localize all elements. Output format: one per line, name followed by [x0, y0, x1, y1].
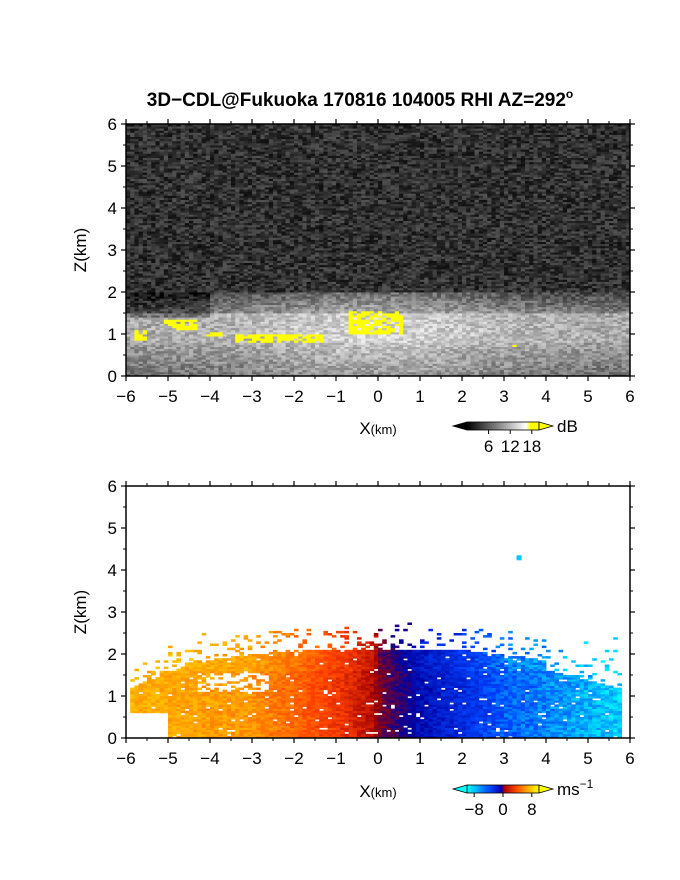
reflectivity-heatmap	[126, 122, 635, 377]
chart-title: 3D−CDL@Fukuoka 170816 104005 RHI AZ=292o	[147, 87, 574, 111]
